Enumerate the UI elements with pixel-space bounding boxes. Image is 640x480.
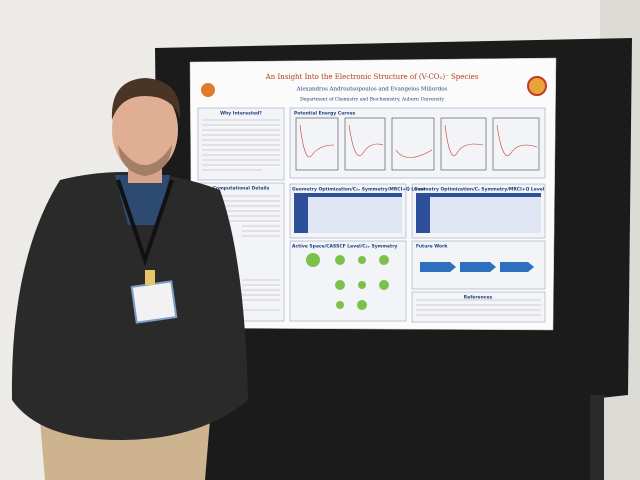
- section-title: Computational Details: [213, 186, 270, 192]
- beard: [118, 145, 172, 176]
- tables: [294, 193, 541, 233]
- section-title: Future Work: [416, 244, 448, 250]
- hair: [111, 78, 181, 120]
- section-title: Geometry Optimization/C₂ᵥ Symmetry/MRCI+…: [292, 187, 425, 193]
- poster-affiliation: Department of Chemistry and Biochemistry…: [300, 97, 444, 103]
- auburn-logo: [201, 83, 215, 97]
- name-badge: [130, 280, 178, 324]
- box: [289, 240, 407, 322]
- badge-clip: [145, 270, 155, 285]
- section-title: References: [464, 295, 493, 301]
- face: [112, 86, 178, 174]
- text-lines: [202, 119, 541, 316]
- orbitals: [306, 253, 389, 310]
- poster-title: An Insight Into the Electronic Structure…: [265, 73, 479, 81]
- section-title: Potential Energy Curves: [294, 111, 356, 117]
- board-leg: [590, 395, 604, 480]
- poster-authors: Alexandros Androutsopoulos and Evangelos…: [296, 87, 448, 93]
- section-title: Why Interested?: [220, 111, 262, 117]
- future-arrows: [420, 262, 534, 272]
- box: [289, 107, 546, 179]
- department-logo: [527, 76, 547, 96]
- energy-curves: [295, 117, 540, 171]
- box: [411, 291, 546, 323]
- section-title: Active Space/CASSCF Level/C₂ᵥ Symmetry: [292, 244, 397, 250]
- box: [197, 107, 285, 181]
- section-title: Geometry Optimization/Cₛ Symmetry/MRCI+Q…: [414, 187, 545, 193]
- fleece-jacket: [11, 172, 248, 440]
- lanyard: [116, 179, 174, 267]
